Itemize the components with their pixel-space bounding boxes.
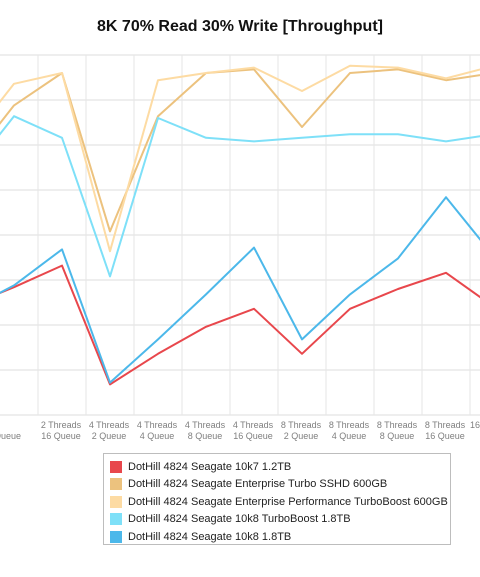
x-tick-label-line: 8 Threads (377, 420, 418, 430)
legend-swatch-series-1 (110, 460, 122, 473)
grid (0, 54, 480, 416)
series-line-4 (0, 115, 480, 278)
series-line-5 (0, 196, 480, 384)
x-tick-label-line: 4 Threads (185, 420, 226, 430)
x-tick-label-line: 2 Queue (284, 431, 319, 441)
x-tick-label: 4 Threads 8 Queue (185, 420, 226, 441)
x-tick-label-line: 8 Threads (281, 420, 322, 430)
x-tick-label: 4 Threads 2 Queue (89, 420, 130, 441)
x-tick-label-line: 4 Threads (233, 420, 274, 430)
legend: DotHill 4824 Seagate 10k7 1.2TB DotHill … (103, 453, 451, 545)
legend-swatch-series-5 (110, 530, 122, 543)
x-tick-label-line: 16 Queue (425, 431, 465, 441)
x-tick-label: 2 Threads 16 Queue (41, 420, 82, 441)
x-tick-label: 8 Threads 2 Queue (281, 420, 322, 441)
x-tick-label-line: 4 Threads (137, 420, 178, 430)
legend-swatch-series-4 (110, 513, 122, 526)
x-tick-label-line: 16 (470, 420, 480, 430)
x-tick-label: sQueue (0, 420, 21, 441)
x-tick-label-line: 8 Queue (380, 431, 415, 441)
chart-title: 8K 70% Read 30% Write [Throughput] (97, 18, 383, 35)
series-line-1 (0, 264, 480, 386)
x-tick-label-line: 16 Queue (41, 431, 81, 441)
x-tick-label: 8 Threads 4 Queue (329, 420, 370, 441)
legend-swatch-series-2 (110, 478, 122, 491)
legend-item: DotHill 4824 Seagate Enterprise Performa… (110, 493, 448, 511)
legend-label: DotHill 4824 Seagate 10k8 1.8TB (128, 530, 292, 543)
legend-item: DotHill 4824 Seagate 10k8 1.8TB (110, 528, 444, 546)
legend-label: DotHill 4824 Seagate 10k8 TurboBoost 1.8… (128, 513, 351, 526)
x-tick-label: 8 Threads 16 Queue (425, 420, 466, 441)
series-line-3 (0, 64, 480, 253)
legend-label: DotHill 4824 Seagate 10k7 1.2TB (128, 460, 292, 473)
x-tick-label-line: Queue (0, 431, 21, 441)
x-tick-label-line: 8 Queue (188, 431, 223, 441)
x-tick-label-line: 16 Queue (233, 431, 273, 441)
series-line-2 (0, 68, 480, 233)
x-tick-label-line: 2 Threads (41, 420, 82, 430)
legend-item: DotHill 4824 Seagate 10k8 TurboBoost 1.8… (110, 511, 444, 529)
x-tick-label-line: 2 Queue (92, 431, 127, 441)
legend-label: DotHill 4824 Seagate Enterprise Turbo SS… (128, 478, 388, 491)
legend-item: DotHill 4824 Seagate 10k7 1.2TB (110, 458, 444, 476)
series-lines (0, 64, 480, 386)
x-tick-label: 4 Threads 16 Queue (233, 420, 274, 441)
x-tick-label: 4 Threads 4 Queue (137, 420, 178, 441)
legend-swatch-series-3 (110, 495, 122, 508)
x-tick-label-line: 8 Threads (329, 420, 370, 430)
legend-item: DotHill 4824 Seagate Enterprise Turbo SS… (110, 476, 444, 494)
x-tick-label-line: 4 Queue (332, 431, 367, 441)
legend-label: DotHill 4824 Seagate Enterprise Performa… (128, 495, 448, 508)
x-tick-label: 16 (470, 420, 480, 430)
x-tick-label-line: 4 Threads (89, 420, 130, 430)
x-tick-label-line: 4 Queue (140, 431, 175, 441)
x-tick-label-line: 8 Threads (425, 420, 466, 430)
x-tick-label: 8 Threads 8 Queue (377, 420, 418, 441)
